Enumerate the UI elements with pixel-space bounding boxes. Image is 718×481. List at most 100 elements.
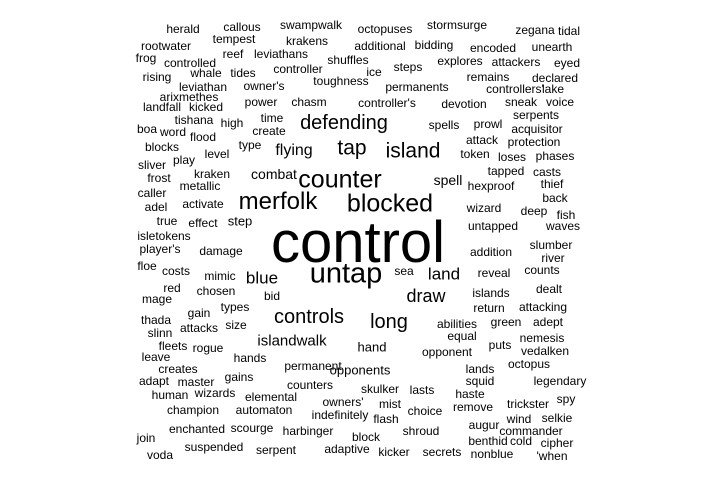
word-cloud-word: opponent [421,345,473,359]
word-cloud-word: octopuses [357,22,413,36]
word-cloud-word: remains [466,70,510,84]
word-cloud-word: secrets [422,445,462,459]
word-cloud-word: spy [556,392,576,406]
word-cloud-word: augur [468,418,500,432]
word-cloud-word: fish [556,208,576,222]
word-cloud-word: tides [230,66,256,80]
word-cloud-word: types [220,300,250,314]
word-cloud-word: frost [147,171,171,185]
word-cloud-word: mimic [204,269,236,283]
word-cloud-word: attacks [179,321,219,335]
word-cloud-word: kraken [193,167,231,181]
word-cloud-word: bid [263,289,281,303]
word-cloud-word: boa [136,122,158,136]
word-cloud-word: shuffles [327,53,369,67]
word-cloud-word: spells [428,118,460,132]
word-cloud-word: kicker [378,445,410,459]
word-cloud-word: shroud [402,424,440,438]
word-cloud-word: tempest [212,32,256,46]
word-cloud-word: untap [309,257,383,290]
word-cloud-word: sea [394,264,414,278]
word-cloud-word: effect [188,216,218,230]
word-cloud-word: spell [433,172,463,188]
word-cloud-word: indefinitely [311,408,369,422]
word-cloud-word: unearth [531,40,573,54]
word-cloud-word: long [370,311,408,333]
word-cloud-word: legendary [533,374,587,388]
word-cloud-word: land [427,264,461,284]
word-cloud-word: phases [535,149,575,163]
word-cloud-word: enchanted [168,422,226,436]
word-cloud-word: wizard [466,201,502,215]
word-cloud-word: activate [182,197,224,211]
word-cloud-word: choice [407,404,443,418]
word-cloud-word: declared [531,71,579,85]
word-cloud-word: join [136,431,156,445]
word-cloud-word: herald [166,22,200,36]
word-cloud-word: landfall [142,100,182,114]
word-cloud-word: opponents [329,362,391,378]
word-cloud-word: deep [520,204,548,218]
word-cloud-word: waves [545,219,581,233]
word-cloud-word: nemesis [519,331,565,345]
word-cloud-word: scourge [230,421,274,435]
word-cloud-word: cipher [540,436,574,450]
word-cloud-word: reveal [477,266,511,280]
word-cloud-word: blocked [346,189,434,218]
word-cloud-word: nonblue [470,447,514,461]
word-cloud-word: champion [166,403,220,417]
word-cloud-word: thief [540,177,564,191]
word-cloud-word: leviathans [253,47,309,61]
word-cloud-word: lake [541,82,565,96]
word-cloud-word: time [260,111,284,125]
word-cloud-word: true [156,214,178,228]
word-cloud-word: eyed [553,56,581,70]
word-cloud-word: master [177,375,215,389]
word-cloud-word: metallic [179,179,221,193]
word-cloud-word: krakens [285,34,329,48]
word-cloud-word: wizards [194,386,236,400]
word-cloud-word: dealt [535,282,563,296]
word-cloud-word: encoded [469,41,517,55]
word-cloud-word: rootwater [140,39,192,53]
word-cloud-word: elemental [244,390,298,404]
word-cloud-word: benthid [468,434,508,448]
word-cloud-word: create [252,124,286,138]
word-cloud-word: frog [135,51,157,65]
word-cloud-word: adel [144,200,168,214]
word-cloud-word: gains [224,370,254,384]
word-cloud-word: isletokens [137,229,191,243]
word-cloud-word: island [385,139,441,163]
word-cloud-word: costs [161,264,191,278]
word-cloud-word: block [351,430,381,444]
word-cloud-word: tishana [174,113,214,127]
word-cloud-word: leviathan [178,80,228,94]
word-cloud-word: hands [233,351,267,365]
word-cloud-word: play [172,153,196,167]
word-cloud-word: attacking [518,300,568,314]
word-cloud-word: human [151,388,189,402]
word-cloud-word: defending [300,112,388,134]
word-cloud-word: blocks [144,140,180,154]
word-cloud-word: whale [190,66,222,80]
word-cloud-word: draw [406,286,446,306]
word-cloud-word: damage [199,244,243,258]
word-cloud-word: controls [273,306,345,328]
word-cloud-word: voda [146,448,174,462]
word-cloud-word: suspended [184,440,244,454]
word-cloud-word: lasts [409,383,435,397]
word-cloud-word: attack [465,133,499,147]
word-cloud-word: squid [465,374,495,388]
word-cloud-word: steps [393,60,423,74]
word-cloud-word: thada [140,313,172,327]
word-cloud-word: arixmethes [159,90,219,104]
word-cloud-word: tidal [557,24,581,38]
word-cloud-word: trickster [507,397,549,411]
word-cloud-word: fleets [158,339,188,353]
word-cloud-word: commander [499,424,563,438]
word-cloud-word: tap [337,136,367,160]
word-cloud-word: toughness [313,74,369,88]
word-cloud-word: river [541,251,565,265]
word-cloud-word: haste [455,387,485,401]
word-cloud-word: stormsurge [426,18,488,32]
